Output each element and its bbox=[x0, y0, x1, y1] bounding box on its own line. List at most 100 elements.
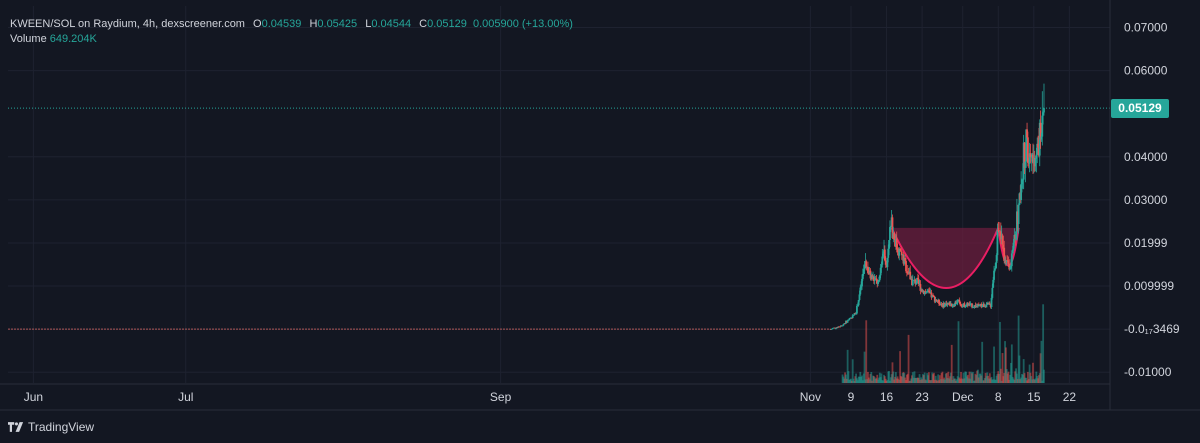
candle-body bbox=[1043, 108, 1045, 113]
volume-bar bbox=[876, 374, 879, 383]
volume-bar bbox=[867, 371, 869, 383]
candle-body bbox=[965, 305, 968, 307]
tradingview-brand[interactable]: TradingView bbox=[8, 420, 94, 434]
candle-body bbox=[887, 248, 890, 258]
candle-body bbox=[877, 281, 879, 284]
candle-body bbox=[883, 249, 886, 261]
volume-bar bbox=[845, 374, 847, 383]
candle-body bbox=[879, 267, 882, 276]
candle-body bbox=[867, 266, 869, 273]
candle-body bbox=[889, 227, 891, 241]
candle-body bbox=[859, 287, 862, 295]
candle-body bbox=[900, 251, 903, 256]
volume-bar bbox=[861, 375, 863, 383]
volume-bar bbox=[1007, 371, 1010, 383]
x-tick-label: Sep bbox=[490, 390, 512, 404]
candle-body bbox=[1024, 161, 1027, 168]
volume-bars bbox=[841, 304, 1045, 383]
candle-body bbox=[950, 303, 953, 307]
candle-body bbox=[911, 280, 914, 286]
candle-body bbox=[914, 279, 917, 285]
candle-body bbox=[1023, 142, 1026, 168]
candle-body bbox=[850, 317, 853, 319]
brand-name: TradingView bbox=[28, 420, 95, 434]
time-axis[interactable]: Jun Jul Sep Nov 9 16 23 Dec 8 15 22 bbox=[0, 383, 1200, 411]
candle-body bbox=[930, 292, 933, 298]
x-tick-label: 23 bbox=[915, 390, 929, 404]
candle-body bbox=[992, 279, 995, 288]
x-tick-label: 15 bbox=[1027, 390, 1041, 404]
candle-body bbox=[1017, 204, 1020, 225]
tradingview-logo-icon bbox=[8, 422, 24, 432]
candle-body bbox=[1001, 235, 1004, 245]
volume-bar bbox=[941, 371, 944, 383]
candle-body bbox=[857, 300, 860, 306]
volume-bar bbox=[988, 373, 991, 383]
candle-body bbox=[991, 287, 994, 298]
candle-body bbox=[881, 256, 884, 265]
candle-body bbox=[909, 271, 912, 280]
volume-bar bbox=[947, 371, 950, 383]
candle-body bbox=[893, 232, 896, 239]
candle-body bbox=[860, 286, 863, 288]
candle-body bbox=[1011, 249, 1014, 254]
candle-body bbox=[1010, 253, 1013, 267]
candle-body bbox=[917, 279, 920, 285]
candle-body bbox=[834, 327, 836, 329]
candle-body bbox=[995, 255, 998, 263]
candle-body bbox=[978, 304, 981, 306]
volume-bar bbox=[977, 369, 979, 383]
volume-bar bbox=[846, 349, 849, 383]
candle-body bbox=[997, 229, 1000, 231]
candle-body bbox=[884, 260, 887, 265]
candle-body bbox=[834, 328, 837, 330]
candle-body bbox=[1034, 158, 1037, 167]
candle-body bbox=[886, 257, 889, 268]
candle-body bbox=[951, 306, 954, 308]
price-axis[interactable]: 0.07000 0.06000 0.04000 0.03000 0.01999 0.009… bbox=[1109, 0, 1180, 410]
candle-body bbox=[898, 248, 901, 256]
candle-body bbox=[958, 299, 961, 302]
low-value: 0.04544 bbox=[371, 18, 412, 30]
candle-body bbox=[1021, 179, 1023, 185]
candle-body bbox=[1027, 137, 1029, 163]
candle-body bbox=[862, 269, 865, 274]
candle-body bbox=[933, 295, 935, 297]
candle-body bbox=[863, 264, 866, 270]
candle-body bbox=[1012, 242, 1015, 250]
candle-body bbox=[880, 264, 883, 268]
candle-body bbox=[961, 305, 964, 307]
candle-body bbox=[993, 268, 996, 271]
candle-body bbox=[956, 300, 959, 303]
volume-bar bbox=[1017, 315, 1020, 383]
volume-bar bbox=[913, 371, 916, 383]
close-label: C bbox=[419, 18, 428, 30]
x-tick-label: Nov bbox=[800, 390, 821, 404]
candle-body bbox=[1040, 136, 1043, 140]
candle-body bbox=[999, 231, 1002, 240]
low-label: L bbox=[365, 18, 372, 30]
volume-bar bbox=[894, 372, 897, 383]
candle-body bbox=[905, 261, 907, 272]
candle-body bbox=[865, 261, 868, 268]
volume-bar bbox=[933, 372, 935, 383]
volume-bar bbox=[993, 346, 995, 383]
volume-bar bbox=[1018, 355, 1021, 383]
candle-body bbox=[960, 304, 962, 306]
legend-row-volume: Volume 649.204K bbox=[10, 32, 573, 47]
candle-body bbox=[923, 291, 926, 295]
candle-body bbox=[858, 294, 861, 301]
candle-body bbox=[844, 323, 846, 325]
candle-body bbox=[856, 305, 858, 314]
volume-bar bbox=[911, 372, 914, 383]
candle-body bbox=[1035, 154, 1038, 159]
candle-body bbox=[830, 329, 833, 330]
candle-body bbox=[1030, 156, 1033, 158]
candle-body bbox=[1037, 143, 1039, 148]
candle-body bbox=[994, 262, 997, 269]
candle-body bbox=[836, 327, 839, 329]
candle-body bbox=[891, 217, 894, 239]
candle-body bbox=[900, 249, 902, 252]
candle-body bbox=[848, 318, 851, 320]
